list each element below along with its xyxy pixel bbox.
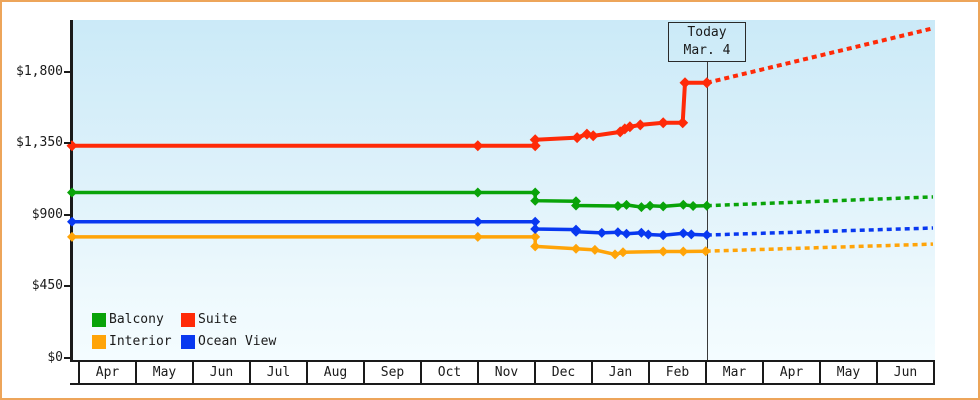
month-cell: Nov	[477, 362, 534, 383]
series-suite	[66, 26, 934, 152]
series-ocean-view	[67, 216, 934, 241]
y-axis-label: $1,800	[16, 63, 63, 79]
series-markers	[66, 77, 713, 152]
y-axis-tick	[64, 213, 71, 216]
x-axis-month-band: Apr May Jun Jul Aug Sep Oct Nov Dec Jan Feb Mar Apr M…	[70, 360, 935, 385]
y-axis-label: $450	[31, 278, 63, 294]
month-cell: Apr	[762, 362, 819, 383]
month-cell: Oct	[420, 362, 477, 383]
series-interior	[67, 231, 934, 260]
y-axis-label: $1,350	[16, 135, 63, 151]
y-axis-label: $900	[31, 206, 63, 222]
today-label: Today	[687, 25, 727, 40]
month-cell: Jul	[249, 362, 306, 383]
today-marker-line	[707, 62, 708, 360]
today-date-label: Mar. 4	[683, 43, 731, 58]
y-axis-tick	[64, 70, 71, 73]
month-separator	[933, 362, 935, 383]
series-balcony	[67, 187, 934, 213]
month-cell: Jun	[192, 362, 249, 383]
today-label-box: Today Mar. 4	[668, 22, 746, 62]
month-cell: Feb	[648, 362, 705, 383]
month-cell: Sep	[363, 362, 420, 383]
y-axis-tick	[64, 285, 71, 288]
y-axis-tick	[64, 356, 71, 359]
month-cell: Dec	[534, 362, 591, 383]
month-cell: Aug	[306, 362, 363, 383]
month-cell: Apr	[78, 362, 135, 383]
y-axis-label: $0	[47, 349, 63, 365]
series-markers	[67, 216, 712, 241]
month-cell: Jan	[591, 362, 648, 383]
plot-area	[73, 20, 935, 360]
month-cell: May	[819, 362, 876, 383]
y-axis-tick	[64, 142, 71, 145]
month-cell: Jun	[876, 362, 933, 383]
month-cell: May	[135, 362, 192, 383]
month-cell: Mar	[705, 362, 762, 383]
